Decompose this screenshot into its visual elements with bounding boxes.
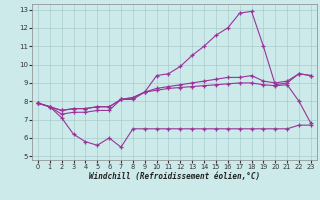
X-axis label: Windchill (Refroidissement éolien,°C): Windchill (Refroidissement éolien,°C) bbox=[89, 172, 260, 181]
